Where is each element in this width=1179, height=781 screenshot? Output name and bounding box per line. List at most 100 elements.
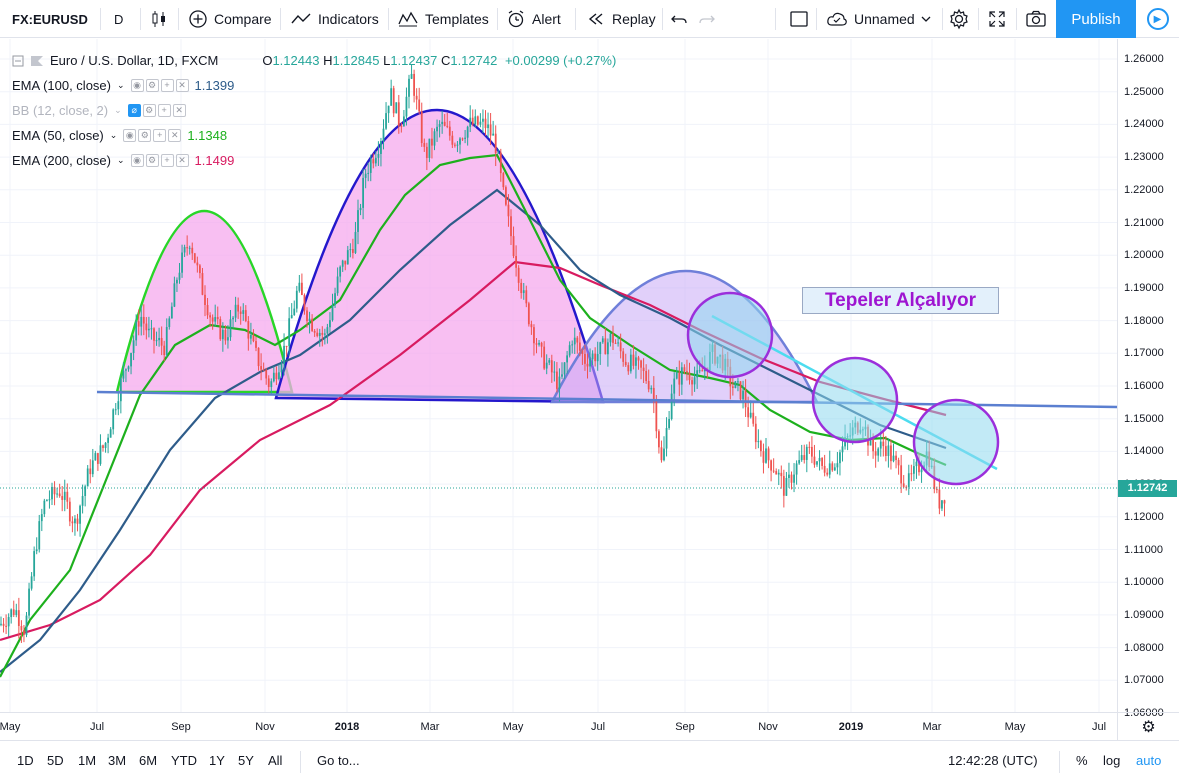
- collapse-icon[interactable]: [12, 55, 24, 67]
- chevron-down-icon[interactable]: ⌄: [117, 80, 125, 90]
- candle-body: [482, 118, 484, 122]
- candle-body: [112, 409, 115, 430]
- log-scale-button[interactable]: log: [1103, 753, 1121, 768]
- range-button-1y[interactable]: 1Y: [209, 753, 225, 768]
- price-chart[interactable]: [0, 39, 1117, 712]
- chart-type-button[interactable]: [150, 0, 168, 38]
- range-button-1m[interactable]: 1M: [78, 753, 97, 768]
- indicator-row-ema200[interactable]: EMA (200, close) ⌄ ◉ ⚙ + ✕ 1.1499: [12, 148, 616, 173]
- time-tick: Sep: [171, 721, 191, 733]
- chevron-down-icon[interactable]: ⌄: [109, 130, 118, 140]
- candle-body: [227, 337, 229, 341]
- candle-body: [201, 273, 204, 295]
- range-button-6m[interactable]: 6M: [139, 753, 158, 768]
- candle-body: [701, 370, 704, 372]
- time-tick: Mar: [420, 721, 440, 733]
- eye-icon[interactable]: ◉: [130, 79, 144, 92]
- indicator-row-bb[interactable]: BB (12, close, 2) ⌄ ⌀ ⚙ + ✕: [12, 98, 616, 123]
- gear-icon[interactable]: ⚙: [138, 129, 152, 142]
- candle-body: [170, 306, 173, 319]
- candle-body: [433, 131, 436, 146]
- gear-icon[interactable]: ⚙: [142, 104, 156, 117]
- chevron-down-icon[interactable]: ⌄: [114, 105, 122, 115]
- price-tick: 1.11000: [1124, 543, 1163, 556]
- settings-button[interactable]: [948, 0, 970, 38]
- candle-body: [163, 345, 166, 356]
- compare-button[interactable]: Compare: [188, 0, 272, 38]
- candle-body: [232, 317, 234, 320]
- gear-icon[interactable]: ⚙: [145, 154, 159, 167]
- chart-legend: Euro / U.S. Dollar, 1D, FXCM O1.12443 H1…: [12, 48, 616, 173]
- undo-button[interactable]: [670, 0, 688, 38]
- candle-body: [798, 460, 801, 464]
- close-icon[interactable]: ✕: [172, 104, 186, 117]
- redo-button[interactable]: [698, 0, 716, 38]
- range-button-5d[interactable]: 5D: [47, 753, 64, 768]
- axis-settings-button[interactable]: ⚙: [1117, 712, 1179, 740]
- candle-body: [176, 279, 178, 284]
- series-title: Euro / U.S. Dollar, 1D, FXCM: [50, 53, 219, 68]
- play-button[interactable]: ▶: [1136, 0, 1179, 38]
- candle-body: [329, 320, 331, 328]
- close-icon[interactable]: ✕: [175, 79, 189, 92]
- clock-time[interactable]: 12:42:28 (UTC): [948, 753, 1038, 768]
- layout-button[interactable]: Unnamed: [826, 0, 931, 38]
- ohlc-values: O1.12443 H1.12845 L1.12437 C1.12742 +0.0…: [262, 53, 616, 68]
- indicator-row-ema100[interactable]: EMA (100, close) ⌄ ◉ ⚙ + ✕ 1.1399: [12, 73, 616, 98]
- range-button-5y[interactable]: 5Y: [238, 753, 254, 768]
- percent-scale-button[interactable]: %: [1076, 753, 1088, 768]
- plus-icon[interactable]: +: [153, 129, 167, 142]
- range-button-all[interactable]: All: [268, 753, 283, 768]
- replay-button[interactable]: Replay: [586, 0, 656, 38]
- candle-body: [91, 460, 94, 475]
- candle-body: [517, 267, 520, 283]
- plus-icon[interactable]: +: [157, 104, 171, 117]
- gear-icon[interactable]: ⚙: [145, 79, 159, 92]
- eye-icon[interactable]: ◉: [130, 154, 144, 167]
- candle-body: [841, 446, 844, 453]
- lower-high-circle-2: [811, 356, 899, 444]
- candle-body: [492, 133, 495, 136]
- candle-body: [250, 334, 252, 339]
- indicator-row-ema50[interactable]: EMA (50, close) ⌄ ◉ ⚙ + ✕ 1.1348: [12, 123, 616, 148]
- fullscreen-button[interactable]: [987, 0, 1007, 38]
- close-icon[interactable]: ✕: [175, 154, 189, 167]
- range-button-ytd[interactable]: YTD: [171, 753, 197, 768]
- candle-body: [247, 321, 250, 339]
- candle-body: [81, 496, 84, 506]
- templates-button[interactable]: Templates: [397, 0, 489, 38]
- plus-icon[interactable]: +: [160, 154, 174, 167]
- candle-body: [803, 455, 806, 460]
- plus-icon[interactable]: +: [160, 79, 174, 92]
- annotation-text-box[interactable]: Tepeler Alçalıyor: [802, 287, 999, 314]
- candle-body: [107, 437, 109, 443]
- candle-body: [58, 493, 61, 497]
- close-value: 1.12742: [450, 53, 498, 68]
- close-icon[interactable]: ✕: [168, 129, 182, 142]
- candle-body: [461, 138, 464, 140]
- candle-body: [680, 367, 683, 385]
- candle-body: [813, 456, 816, 465]
- candle-body: [387, 105, 390, 114]
- interval-button[interactable]: D: [114, 0, 123, 38]
- indicators-button[interactable]: Indicators: [290, 0, 379, 38]
- indicator-controls: ◉ ⚙ + ✕: [123, 129, 182, 142]
- eye-icon[interactable]: ◉: [123, 129, 137, 142]
- snapshot-button[interactable]: [1025, 0, 1047, 38]
- range-button-3m[interactable]: 3M: [108, 753, 127, 768]
- time-axis[interactable]: May Jul Sep Nov 2018 Mar May Jul Sep Nov 2019 Mar Ma…: [0, 712, 1117, 740]
- alert-button[interactable]: Alert: [506, 0, 561, 38]
- candle-body: [30, 576, 33, 589]
- candle-body: [471, 117, 474, 125]
- eye-hidden-icon[interactable]: ⌀: [127, 104, 141, 117]
- auto-scale-button[interactable]: auto: [1136, 753, 1162, 768]
- symbol-search-button[interactable]: FX:EURUSD: [12, 0, 88, 38]
- fullscreen-select-button[interactable]: [789, 0, 809, 38]
- candle-body: [512, 236, 515, 257]
- chevron-down-icon[interactable]: ⌄: [117, 155, 125, 165]
- goto-button[interactable]: Go to...: [317, 753, 360, 768]
- publish-button[interactable]: Publish: [1056, 0, 1136, 38]
- price-axis[interactable]: 1.26000 1.25000 1.24000 1.23000 1.22000 1.210…: [1117, 39, 1179, 719]
- candle-body: [425, 146, 428, 158]
- range-button-1d[interactable]: 1D: [17, 753, 34, 768]
